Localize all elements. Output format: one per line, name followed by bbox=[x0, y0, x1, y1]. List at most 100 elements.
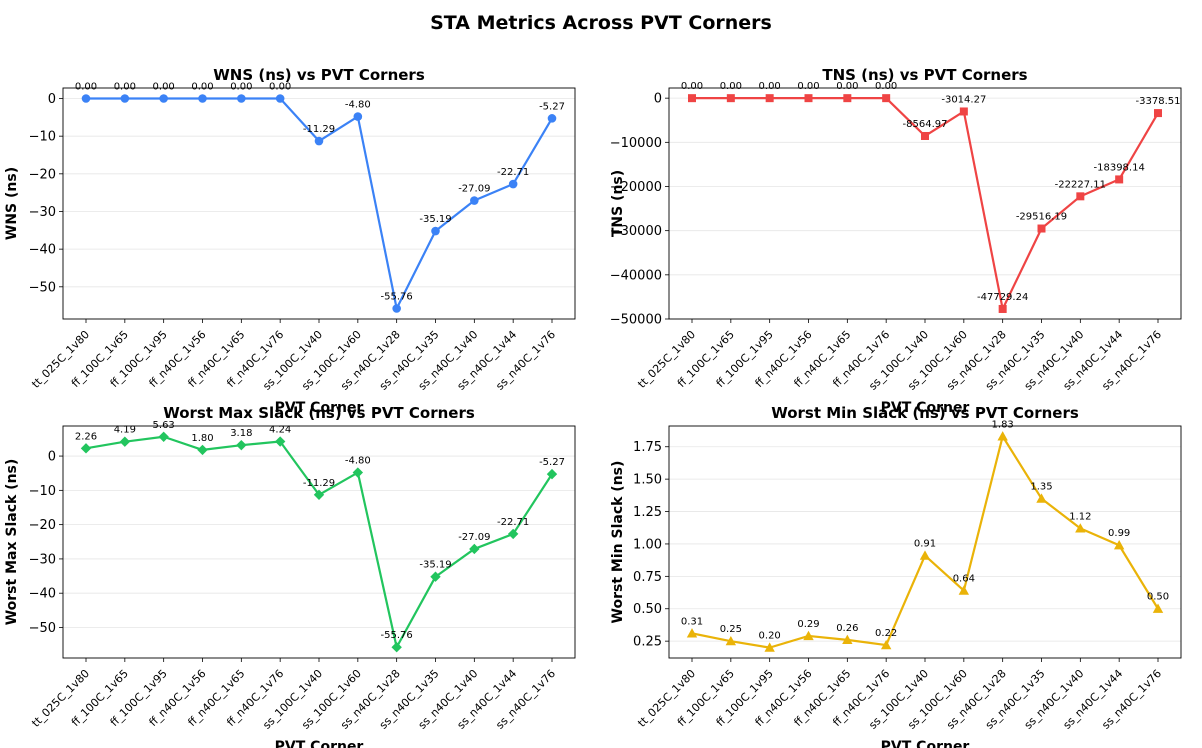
data-label: -3378.51 bbox=[1136, 96, 1181, 107]
data-label: 0.26 bbox=[836, 623, 858, 634]
data-point bbox=[547, 114, 557, 123]
data-label: 0.00 bbox=[797, 81, 819, 92]
y-tick-label: −50 bbox=[29, 280, 56, 295]
data-point bbox=[392, 304, 401, 313]
data-label: 0.00 bbox=[836, 81, 858, 92]
data-label: -4.80 bbox=[345, 100, 371, 111]
data-label: 0.00 bbox=[681, 81, 703, 92]
y-tick-label: −10 bbox=[29, 484, 56, 499]
data-label: -11.29 bbox=[303, 124, 335, 135]
y-tick-label: −20 bbox=[29, 167, 56, 182]
data-label: -47729.24 bbox=[977, 292, 1028, 303]
data-point bbox=[1113, 540, 1125, 550]
data-point bbox=[726, 94, 735, 103]
figure-title: STA Metrics Across PVT Corners bbox=[430, 12, 772, 34]
y-tick-label: −30000 bbox=[610, 224, 662, 239]
data-point bbox=[997, 431, 1008, 441]
data-label: 0.00 bbox=[720, 81, 742, 92]
y-tick-label: −30 bbox=[29, 552, 56, 567]
data-point bbox=[314, 136, 324, 146]
chart-title: WNS (ns) vs PVT Corners bbox=[213, 66, 425, 84]
y-axis-label: Worst Min Slack (ns) bbox=[610, 461, 626, 624]
data-label: 0.00 bbox=[114, 82, 136, 93]
y-tick-label: 0 bbox=[654, 92, 662, 107]
x-axis-label: PVT Corner bbox=[881, 400, 970, 416]
data-point bbox=[508, 179, 518, 189]
data-label: 0.00 bbox=[759, 81, 781, 92]
data-label: -11.29 bbox=[303, 478, 335, 489]
y-tick-label: 0 bbox=[48, 92, 56, 107]
data-point bbox=[237, 94, 246, 103]
data-label: -22227.11 bbox=[1055, 179, 1106, 190]
data-point bbox=[958, 585, 970, 595]
data-point bbox=[469, 543, 480, 555]
data-point bbox=[198, 94, 207, 103]
data-label: 0.00 bbox=[191, 82, 213, 93]
data-point bbox=[391, 642, 402, 653]
data-point bbox=[725, 635, 737, 646]
y-tick-label: −50 bbox=[29, 621, 56, 636]
chart-title: Worst Max Slack (ns) vs PVT Corners bbox=[163, 404, 475, 422]
data-label: -27.09 bbox=[458, 184, 490, 195]
data-point bbox=[546, 468, 558, 480]
y-tick-label: −30 bbox=[29, 205, 56, 220]
x-axis-label: PVT Corner bbox=[881, 739, 970, 748]
data-point bbox=[313, 489, 325, 500]
data-point bbox=[430, 571, 441, 582]
data-point bbox=[197, 444, 208, 456]
data-point bbox=[1115, 175, 1124, 184]
data-label: -5.27 bbox=[539, 101, 565, 112]
data-label: 0.31 bbox=[681, 616, 703, 627]
y-tick-label: −40000 bbox=[610, 268, 662, 283]
data-point bbox=[470, 196, 479, 205]
data-point bbox=[1075, 523, 1086, 533]
data-label: -29516.19 bbox=[1016, 212, 1067, 223]
chart-panel-2: 0−10000−20000−30000−40000−50000tt_025C_1… bbox=[610, 66, 1182, 416]
data-point bbox=[959, 107, 968, 116]
data-point bbox=[921, 131, 929, 140]
y-axis-label: WNS (ns) bbox=[4, 167, 20, 240]
data-point bbox=[81, 94, 91, 103]
data-point bbox=[686, 628, 698, 638]
data-label: 1.35 bbox=[1030, 482, 1052, 493]
y-tick-label: 0.50 bbox=[633, 602, 662, 617]
data-label: 0.00 bbox=[269, 82, 291, 93]
data-label: 1.80 bbox=[191, 433, 213, 444]
data-point bbox=[158, 431, 169, 442]
data-point bbox=[1037, 224, 1046, 233]
data-point bbox=[998, 304, 1007, 313]
plot-frame bbox=[62, 425, 576, 659]
data-label: 0.00 bbox=[875, 81, 897, 92]
data-label: -55.76 bbox=[381, 291, 413, 302]
data-label: -35.19 bbox=[419, 214, 451, 225]
data-point bbox=[1076, 192, 1085, 201]
data-label: 5.63 bbox=[153, 420, 175, 431]
y-tick-label: 1.25 bbox=[633, 505, 662, 520]
x-axis-label: PVT Corner bbox=[275, 739, 364, 748]
chart-title: Worst Min Slack (ns) vs PVT Corners bbox=[771, 404, 1079, 422]
data-label: -18398.14 bbox=[1094, 162, 1145, 173]
y-tick-label: −10 bbox=[29, 130, 56, 145]
data-point bbox=[80, 443, 92, 454]
y-tick-label: 0.25 bbox=[633, 635, 662, 650]
data-point bbox=[275, 94, 285, 103]
data-label: -55.76 bbox=[381, 630, 413, 641]
data-label: 2.26 bbox=[75, 431, 97, 442]
data-label: 3.18 bbox=[230, 428, 252, 439]
data-point bbox=[688, 94, 696, 103]
chart-panel-1: 0−10−20−30−40−50tt_025C_1v80ff_100C_1v65… bbox=[4, 66, 576, 416]
data-label: 0.00 bbox=[153, 82, 175, 93]
data-point bbox=[1036, 493, 1047, 503]
data-point bbox=[803, 630, 814, 641]
y-tick-label: −50000 bbox=[610, 313, 662, 328]
data-point bbox=[431, 226, 440, 236]
y-tick-label: −40 bbox=[29, 243, 56, 258]
data-label: 0.91 bbox=[914, 539, 936, 550]
data-point bbox=[120, 94, 130, 103]
data-label: -5.27 bbox=[539, 457, 565, 468]
data-point bbox=[842, 634, 853, 645]
chart-panel-4: 0.250.500.751.001.251.501.75tt_025C_1v80… bbox=[610, 404, 1182, 748]
data-point bbox=[919, 550, 931, 560]
